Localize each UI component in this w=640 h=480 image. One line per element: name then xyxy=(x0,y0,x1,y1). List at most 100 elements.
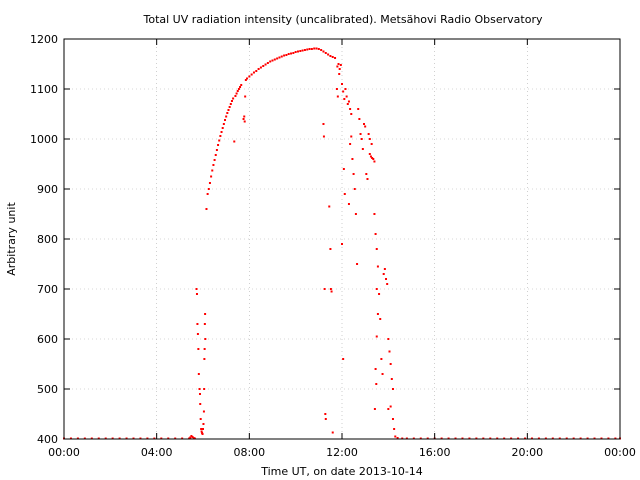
data-point xyxy=(346,103,349,105)
data-point xyxy=(364,125,367,128)
data-point xyxy=(341,243,343,245)
data-point xyxy=(365,173,368,175)
data-point xyxy=(322,135,325,138)
data-point xyxy=(329,248,332,250)
x-tick-label: 04:00 xyxy=(141,446,173,459)
data-point xyxy=(199,418,202,420)
data-point xyxy=(303,49,306,51)
data-point xyxy=(375,288,378,290)
data-point xyxy=(215,149,218,151)
data-point xyxy=(372,158,375,160)
data-points xyxy=(63,47,621,440)
data-point xyxy=(342,168,345,170)
data-point xyxy=(329,55,332,57)
data-point xyxy=(218,139,221,142)
data-point xyxy=(248,75,251,78)
data-point xyxy=(199,403,202,405)
data-point xyxy=(212,164,215,166)
data-point xyxy=(243,120,246,123)
data-point xyxy=(301,49,304,52)
data-point xyxy=(380,358,383,360)
data-point xyxy=(335,88,338,90)
data-point xyxy=(322,123,325,125)
data-point xyxy=(280,55,283,58)
data-point xyxy=(373,408,376,410)
data-point xyxy=(200,430,203,433)
data-point xyxy=(191,436,194,438)
data-point xyxy=(379,318,382,320)
data-point xyxy=(367,133,370,135)
y-tick-label: 900 xyxy=(37,183,58,196)
data-point xyxy=(341,83,343,85)
data-point xyxy=(211,169,214,172)
data-point xyxy=(230,100,233,102)
data-point xyxy=(244,79,247,81)
data-point xyxy=(243,115,246,118)
axis-ticks: 400 500 600 700 800 900 1000 1100 1200 00:00 04:00… xyxy=(30,33,636,459)
data-point xyxy=(227,109,230,111)
y-tick-label: 1100 xyxy=(30,83,58,96)
data-point xyxy=(330,290,333,293)
data-point xyxy=(378,293,381,295)
data-point xyxy=(195,293,198,295)
data-point xyxy=(222,123,225,125)
data-point xyxy=(351,158,354,160)
data-point xyxy=(375,383,378,385)
data-point xyxy=(242,118,245,120)
data-point xyxy=(197,348,200,350)
data-point xyxy=(331,431,334,434)
data-point xyxy=(336,95,339,98)
data-point xyxy=(296,50,299,53)
data-point xyxy=(394,435,397,438)
data-point xyxy=(320,49,323,51)
data-point xyxy=(370,143,373,145)
data-point xyxy=(374,233,377,235)
data-point xyxy=(383,268,386,270)
data-point xyxy=(361,148,364,150)
data-point xyxy=(382,273,385,275)
data-point xyxy=(396,437,399,439)
data-point xyxy=(283,54,286,57)
data-point xyxy=(343,193,346,195)
data-point xyxy=(359,133,362,135)
data-point xyxy=(360,138,363,140)
data-point xyxy=(313,47,316,50)
data-point xyxy=(233,140,236,143)
data-point xyxy=(339,64,342,66)
data-point xyxy=(257,68,260,70)
y-tick-label: 600 xyxy=(37,333,58,346)
data-point xyxy=(366,178,369,180)
x-tick-label: 12:00 xyxy=(326,446,358,459)
data-point xyxy=(338,73,341,75)
data-point xyxy=(349,108,352,110)
data-point xyxy=(385,278,388,280)
data-point xyxy=(207,188,210,190)
data-point xyxy=(324,52,327,54)
data-point xyxy=(197,373,200,375)
data-point xyxy=(375,335,378,338)
data-point xyxy=(299,50,302,52)
data-point xyxy=(203,323,206,325)
data-point xyxy=(269,60,272,63)
data-point xyxy=(308,48,311,50)
data-point xyxy=(255,70,258,72)
data-point xyxy=(205,208,208,210)
data-point xyxy=(352,173,355,175)
data-point xyxy=(389,363,392,365)
data-point xyxy=(338,68,341,70)
data-point xyxy=(202,428,204,430)
data-point xyxy=(369,155,372,158)
data-point xyxy=(337,63,340,65)
data-point xyxy=(294,51,297,53)
data-point xyxy=(210,175,213,178)
data-point xyxy=(232,97,235,100)
x-tick-label: 20:00 xyxy=(511,446,543,459)
data-point xyxy=(219,135,222,137)
grid-lines xyxy=(64,39,620,439)
data-point xyxy=(336,65,339,68)
data-point xyxy=(354,213,357,215)
data-point xyxy=(327,53,330,56)
data-point xyxy=(386,283,389,285)
data-point xyxy=(276,57,279,60)
data-point xyxy=(189,436,192,439)
